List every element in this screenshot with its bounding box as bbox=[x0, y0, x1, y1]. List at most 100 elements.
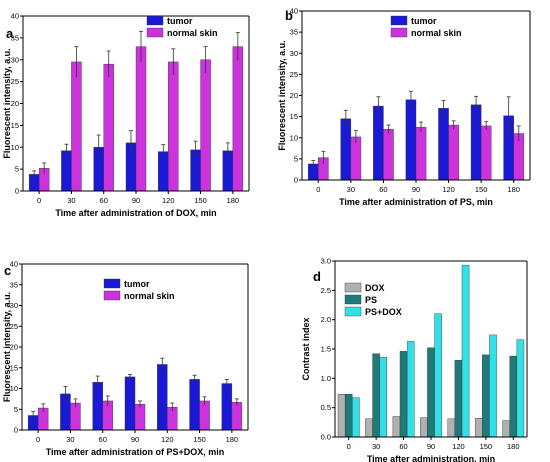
bar-d-ps-90 bbox=[427, 347, 435, 438]
bar-d-dox-60 bbox=[392, 416, 401, 438]
bar-b-tumor-30 bbox=[340, 118, 352, 181]
bar-d-ps-150 bbox=[482, 354, 490, 438]
chart-d-svg: 0.0 0.5 1.0 1.5 2.0 2.5 3.0 0 30 60 90 120 150 180 Tim… bbox=[301, 257, 528, 462]
x-tick-label: 90 bbox=[131, 435, 139, 444]
legend-label: normal skin bbox=[167, 28, 218, 38]
x-tick-label: 60 bbox=[99, 435, 107, 444]
legend-label: tumor bbox=[167, 16, 193, 26]
y-tick-label: 2.0 bbox=[321, 315, 331, 324]
x-tick-label: 180 bbox=[226, 435, 239, 444]
y-tick-label: 1.5 bbox=[321, 345, 331, 354]
bar-d-ps-dox-60 bbox=[406, 341, 415, 438]
x-tick-label: 30 bbox=[67, 196, 75, 205]
y-tick-label: 15 bbox=[11, 121, 19, 130]
legend-label: PS+DOX bbox=[365, 307, 402, 317]
chart-panel-c: 0 5 10 15 20 25 30 35 40 0 30 60 90 120 150 180 Time aft… bbox=[0, 231, 275, 462]
y-tick-label: 15 bbox=[10, 363, 18, 372]
y-tick-label: 0.5 bbox=[321, 403, 331, 412]
x-tick-label: 90 bbox=[132, 196, 140, 205]
y-tick-label: 20 bbox=[11, 99, 19, 108]
y-tick-label: 5 bbox=[14, 405, 18, 414]
x-tick-label: 120 bbox=[442, 185, 455, 194]
bar-d-ps-dox-120 bbox=[461, 264, 470, 438]
y-tick-label: 30 bbox=[11, 55, 19, 64]
x-tick-label: 30 bbox=[372, 442, 380, 451]
bar-b-normal-skin-60 bbox=[383, 129, 394, 181]
x-axis-title: Time after administration, min bbox=[367, 454, 495, 462]
panel-letter: c bbox=[4, 263, 11, 278]
legend-label: normal skin bbox=[124, 291, 175, 301]
x-tick-label: 60 bbox=[379, 185, 387, 194]
bar-d-dox-120 bbox=[447, 418, 456, 438]
x-tick-label: 150 bbox=[193, 435, 206, 444]
legend-swatch bbox=[344, 306, 362, 317]
legend-swatch bbox=[146, 27, 164, 38]
bar-b-normal-skin-120 bbox=[448, 124, 459, 181]
x-tick-label: 60 bbox=[399, 442, 407, 451]
legend-swatch bbox=[390, 27, 408, 38]
bar-a-normal-skin-90 bbox=[135, 46, 147, 192]
x-tick-label: 120 bbox=[452, 442, 465, 451]
y-tick-label: 0 bbox=[15, 187, 19, 196]
y-tick-label: 35 bbox=[290, 28, 298, 37]
x-tick-label: 120 bbox=[162, 196, 175, 205]
legend-swatch bbox=[344, 294, 362, 305]
y-tick-label: 35 bbox=[11, 33, 19, 42]
y-axis-title: Fluorescent intensity, a.u. bbox=[2, 48, 12, 158]
y-tick-label: 25 bbox=[10, 322, 18, 331]
bar-a-normal-skin-180 bbox=[232, 46, 244, 192]
x-tick-label: 0 bbox=[37, 196, 41, 205]
y-axis-title: Fluorescent intensity, a.u. bbox=[277, 40, 287, 150]
x-tick-label: 180 bbox=[507, 185, 520, 194]
x-axis-title: Time after administration of DOX, min bbox=[55, 208, 216, 218]
legend-label: tumor bbox=[411, 16, 437, 26]
y-tick-label: 0.0 bbox=[321, 433, 331, 442]
y-tick-label: 5 bbox=[294, 154, 298, 163]
bar-d-ps-60 bbox=[399, 351, 408, 438]
x-tick-label: 90 bbox=[412, 185, 420, 194]
x-tick-label: 150 bbox=[480, 442, 493, 451]
bar-c-normal-skin-180 bbox=[231, 401, 243, 431]
chart-panel-b: 0 5 10 15 20 25 30 35 40 0 30 60 90 120 150 180 Time aft… bbox=[275, 0, 550, 231]
x-tick-label: 120 bbox=[161, 435, 174, 444]
legend-swatch bbox=[390, 15, 408, 26]
x-tick-label: 0 bbox=[316, 185, 320, 194]
bar-d-ps-dox-90 bbox=[434, 313, 442, 438]
bar-b-tumor-150 bbox=[470, 104, 482, 181]
x-tick-label: 150 bbox=[194, 196, 207, 205]
bar-d-dox-0 bbox=[337, 393, 346, 438]
legend-swatch bbox=[146, 15, 164, 26]
y-axis-title: Fluorescent intensity, a.u. bbox=[2, 292, 12, 402]
bar-d-ps-dox-30 bbox=[379, 357, 388, 438]
chart-panel-d: 0.0 0.5 1.0 1.5 2.0 2.5 3.0 0 30 60 90 120 150 180 Tim… bbox=[275, 231, 550, 462]
legend-label: DOX bbox=[365, 283, 385, 293]
legend-swatch bbox=[103, 278, 121, 289]
y-tick-label: 25 bbox=[290, 70, 298, 79]
x-tick-label: 150 bbox=[475, 185, 488, 194]
bar-a-normal-skin-30 bbox=[71, 61, 82, 192]
bar-b-normal-skin-30 bbox=[350, 136, 362, 181]
bar-c-tumor-120 bbox=[157, 364, 168, 431]
bar-d-ps-dox-0 bbox=[352, 397, 360, 438]
y-tick-label: 1.0 bbox=[321, 374, 331, 383]
bar-d-ps-0 bbox=[344, 393, 353, 438]
y-tick-label: 40 bbox=[290, 7, 298, 16]
x-axis-title: Time after administration of PS, min bbox=[339, 197, 493, 207]
y-tick-label: 25 bbox=[11, 77, 19, 86]
bar-b-normal-skin-90 bbox=[415, 126, 427, 181]
legend-label: PS bbox=[365, 295, 377, 305]
bar-a-normal-skin-60 bbox=[103, 63, 114, 192]
y-tick-label: 5 bbox=[15, 165, 19, 174]
bar-c-tumor-90 bbox=[124, 376, 136, 431]
y-tick-label: 0 bbox=[294, 176, 298, 185]
y-tick-label: 10 bbox=[290, 133, 298, 142]
y-tick-label: 0 bbox=[14, 426, 18, 435]
panel-letter: a bbox=[6, 26, 14, 41]
bar-d-dox-90 bbox=[420, 417, 428, 438]
bar-d-ps-dox-150 bbox=[489, 334, 497, 438]
bar-b-tumor-120 bbox=[438, 107, 449, 181]
y-tick-label: 40 bbox=[11, 12, 19, 21]
x-axis-title: Time after administration of PS+DOX, min bbox=[46, 447, 225, 457]
legend-label: normal skin bbox=[411, 28, 462, 38]
